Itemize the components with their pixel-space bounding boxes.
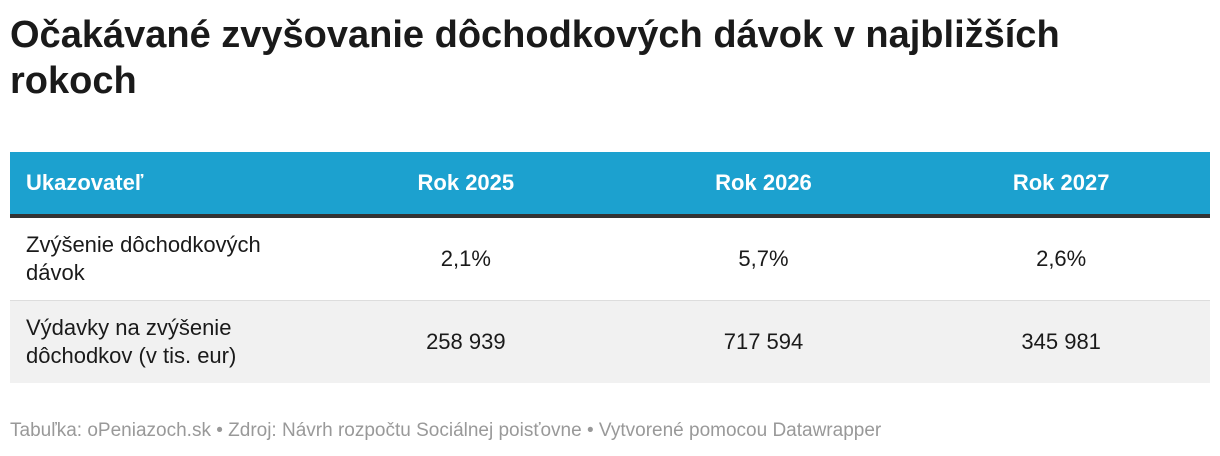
cell: 345 981 xyxy=(912,300,1210,383)
cell: 2,1% xyxy=(317,216,615,301)
header-cell: Ukazovateľ xyxy=(10,152,317,218)
table: Ukazovateľ Rok 2025 Rok 2026 Rok 2027 Zv… xyxy=(10,152,1210,383)
row: Výdavky na zvýšenie dôchodkov (v tis. eu… xyxy=(10,300,1210,383)
cell: 258 939 xyxy=(317,300,615,383)
cell: 5,7% xyxy=(614,216,913,301)
cell: Výdavky na zvýšenie dôchodkov (v tis. eu… xyxy=(10,300,317,383)
row: Zvýšenie dôchodkových dávok 2,1% 5,7% 2,… xyxy=(10,216,1210,301)
cell: 2,6% xyxy=(912,216,1210,301)
header-cell: Rok 2026 xyxy=(614,152,913,218)
cell: Zvýšenie dôchodkových dávok xyxy=(10,216,317,301)
cell: 717 594 xyxy=(614,300,913,383)
header-row: Ukazovateľ Rok 2025 Rok 2026 Rok 2027 xyxy=(10,152,1210,218)
header-cell: Rok 2027 xyxy=(912,152,1210,218)
title: Očakávané zvyšovanie dôchodkových dávok … xyxy=(10,14,1060,102)
footer: Tabuľka: oPeniazoch.sk • Zdroj: Návrh ro… xyxy=(10,420,882,441)
header-cell: Rok 2025 xyxy=(317,152,615,218)
